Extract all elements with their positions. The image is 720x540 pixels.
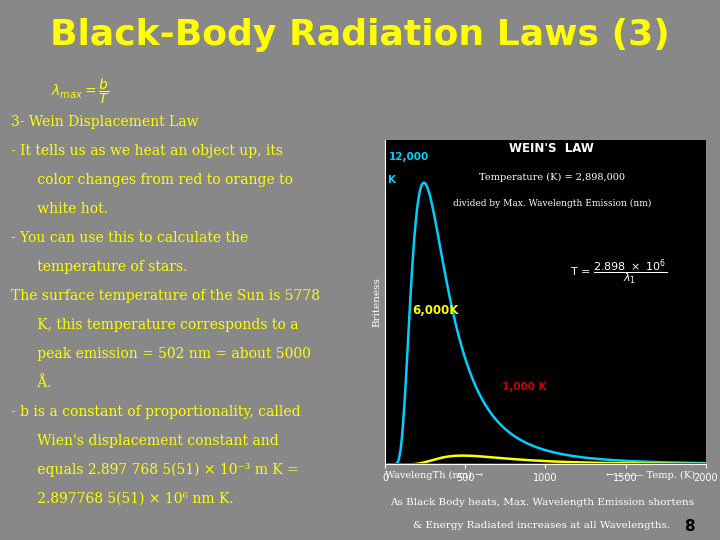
Y-axis label: Briteness: Briteness [372,278,381,327]
Text: peak emission = 502 nm = about 5000: peak emission = 502 nm = about 5000 [11,347,311,361]
Text: equals 2.897 768 5(51) × 10⁻³ m K =: equals 2.897 768 5(51) × 10⁻³ m K = [11,463,299,477]
Text: WavelengTh (nm) →: WavelengTh (nm) → [385,471,483,480]
Text: 12,000: 12,000 [388,152,428,162]
Text: $\lambda_{max} = \dfrac{b}{T}$: $\lambda_{max} = \dfrac{b}{T}$ [50,77,109,106]
Text: divided by Max. Wavelength Emission (nm): divided by Max. Wavelength Emission (nm) [453,199,651,208]
Text: Black-Body Radiation Laws (3): Black-Body Radiation Laws (3) [50,18,670,52]
Text: 6,000K: 6,000K [413,303,459,316]
Text: - b is a constant of proportionality, called: - b is a constant of proportionality, ca… [11,404,300,418]
Text: Wien's displacement constant and: Wien's displacement constant and [11,434,279,448]
Text: K: K [388,174,397,185]
Text: - It tells us as we heat an object up, its: - It tells us as we heat an object up, i… [11,144,283,158]
Text: color changes from red to orange to: color changes from red to orange to [11,173,293,187]
Text: 3- Wein Displacement Law: 3- Wein Displacement Law [11,114,199,129]
Text: - You can use this to calculate the: - You can use this to calculate the [11,231,248,245]
Text: white hot.: white hot. [11,201,108,215]
Text: 1,000 K: 1,000 K [502,382,546,392]
Text: Å.: Å. [11,376,51,389]
Text: K, this temperature corresponds to a: K, this temperature corresponds to a [11,318,298,332]
Text: WEIN'S  LAW: WEIN'S LAW [509,142,594,155]
Text: The surface temperature of the Sun is 5778: The surface temperature of the Sun is 57… [11,288,320,302]
Text: & Energy Radiated increases at all Wavelengths.: & Energy Radiated increases at all Wavel… [413,521,670,530]
Text: temperature of stars.: temperature of stars. [11,260,187,274]
Text: 2.897768 5(51) × 10⁶ nm K.: 2.897768 5(51) × 10⁶ nm K. [11,491,233,505]
Text: T = $\dfrac{2.898\ \times\ 10^6}{\lambda_1}$: T = $\dfrac{2.898\ \times\ 10^6}{\lambda… [570,257,667,287]
Text: As Black Body heats, Max. Wavelength Emission shortens: As Black Body heats, Max. Wavelength Emi… [390,498,694,507]
Text: ←——— Temp. (K): ←——— Temp. (K) [606,471,695,480]
Text: Temperature (K) = 2,898,000: Temperature (K) = 2,898,000 [479,173,625,182]
Text: 8: 8 [684,518,695,534]
